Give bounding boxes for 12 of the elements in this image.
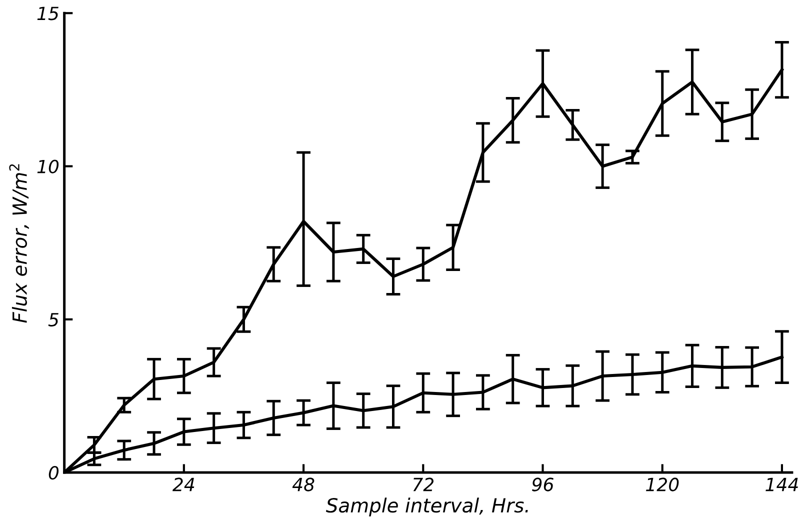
y-tick-label: 15 — [37, 6, 58, 20]
y-tick-label: 5 — [48, 313, 58, 326]
x-tick-label: 96 — [532, 478, 554, 492]
x-tick-label: 120 — [646, 478, 679, 492]
y-tick-label: 10 — [37, 160, 59, 174]
y-axis-title: Flux error, W/m$^{2}$ — [9, 164, 29, 323]
x-tick-label: 24 — [172, 478, 194, 492]
x-tick-label: 144 — [766, 478, 798, 492]
x-tick-label: 72 — [413, 478, 434, 492]
x-axis-title: Sample interval, Hrs. — [326, 498, 528, 516]
y-tick-label: 0 — [48, 466, 59, 480]
x-tick-label: 48 — [292, 478, 314, 492]
